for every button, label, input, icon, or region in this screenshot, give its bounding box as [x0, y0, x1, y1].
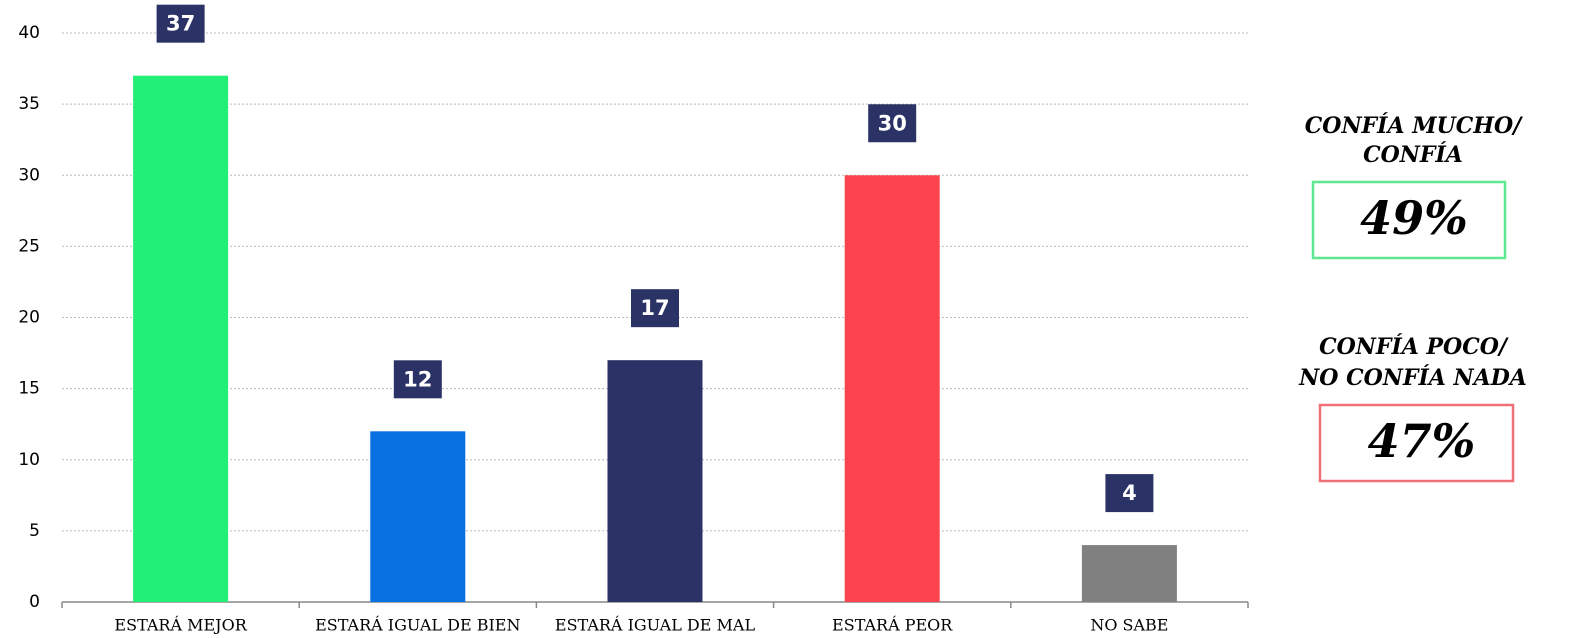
- bar: [133, 75, 229, 603]
- annotation-box: [1311, 180, 1507, 260]
- x-tick-label: ESTARÁ PEOR: [832, 615, 953, 635]
- x-tick-label: ESTARÁ MEJOR: [114, 615, 247, 635]
- y-tick-label: 15: [18, 379, 40, 399]
- annotation-value: 47%: [1368, 414, 1476, 468]
- y-tick-label: 10: [18, 450, 40, 470]
- x-tick-label: ESTARÁ IGUAL DE BIEN: [315, 615, 520, 635]
- y-tick-label: 0: [29, 592, 40, 612]
- y-tick-label: 30: [18, 165, 40, 185]
- value-label: 30: [878, 111, 907, 135]
- value-label-box: [393, 360, 442, 399]
- x-tick-label: NO SABE: [1090, 616, 1168, 635]
- value-label: 17: [640, 296, 669, 320]
- annotation-title: CONFÍA: [1363, 141, 1463, 168]
- annotation-title: CONFÍA POCO/: [1319, 333, 1509, 360]
- annotation-box: [1318, 403, 1515, 483]
- value-label: 37: [166, 12, 195, 36]
- y-tick-label: 20: [18, 308, 40, 328]
- value-label-box: [868, 104, 917, 143]
- y-tick-label: 5: [29, 521, 40, 541]
- value-label-box: [1105, 474, 1154, 513]
- value-label: 4: [1122, 481, 1137, 505]
- bar: [607, 360, 703, 602]
- value-label-box: [156, 4, 205, 43]
- bar: [844, 175, 940, 602]
- y-tick-label: 40: [18, 23, 40, 43]
- annotation-title: NO CONFÍA NADA: [1298, 364, 1527, 391]
- y-tick-label: 25: [18, 236, 40, 256]
- value-label-box: [631, 289, 679, 328]
- x-tick-label: ESTARÁ IGUAL DE MAL: [555, 615, 756, 635]
- value-label: 12: [403, 367, 432, 391]
- y-tick-label: 35: [18, 94, 40, 114]
- annotation-title: CONFÍA MUCHO/: [1305, 112, 1523, 139]
- bar: [370, 431, 466, 602]
- bar: [1081, 545, 1177, 602]
- annotation-value: 49%: [1360, 191, 1468, 245]
